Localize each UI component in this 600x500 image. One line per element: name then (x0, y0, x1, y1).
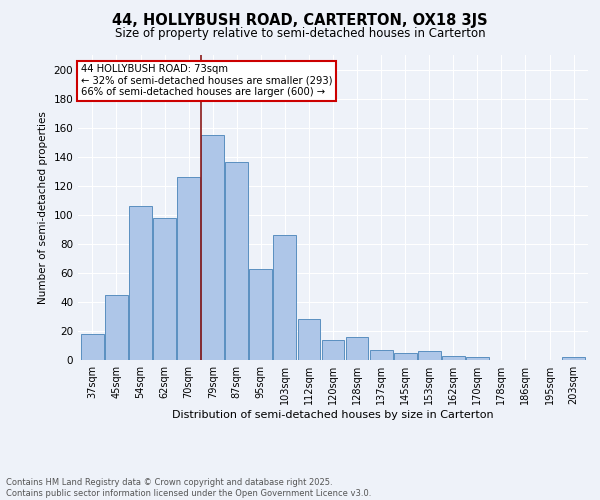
Bar (201, 135, 224, 360)
Bar (370, 350, 392, 360)
Text: 44, HOLLYBUSH ROAD, CARTERTON, OX18 3JS: 44, HOLLYBUSH ROAD, CARTERTON, OX18 3JS (112, 12, 488, 28)
Bar (418, 352, 440, 360)
Bar (394, 352, 416, 360)
Text: Size of property relative to semi-detached houses in Carterton: Size of property relative to semi-detach… (115, 28, 485, 40)
Bar (298, 320, 320, 360)
Text: Contains HM Land Registry data © Crown copyright and database right 2025.
Contai: Contains HM Land Registry data © Crown c… (6, 478, 371, 498)
X-axis label: Distribution of semi-detached houses by size in Carterton: Distribution of semi-detached houses by … (172, 410, 494, 420)
Bar (105, 294, 128, 360)
Bar (250, 268, 272, 360)
Y-axis label: Number of semi-detached properties: Number of semi-detached properties (38, 111, 48, 304)
Text: 44 HOLLYBUSH ROAD: 73sqm
← 32% of semi-detached houses are smaller (293)
66% of : 44 HOLLYBUSH ROAD: 73sqm ← 32% of semi-d… (80, 64, 332, 98)
Bar (81, 334, 104, 360)
Bar (466, 357, 489, 360)
Bar (274, 235, 296, 360)
Bar (562, 357, 585, 360)
Bar (346, 337, 368, 360)
Bar (129, 206, 152, 360)
Bar (442, 356, 465, 360)
Bar (226, 162, 248, 360)
Bar (153, 218, 176, 360)
Bar (322, 340, 344, 360)
Bar (177, 177, 200, 360)
